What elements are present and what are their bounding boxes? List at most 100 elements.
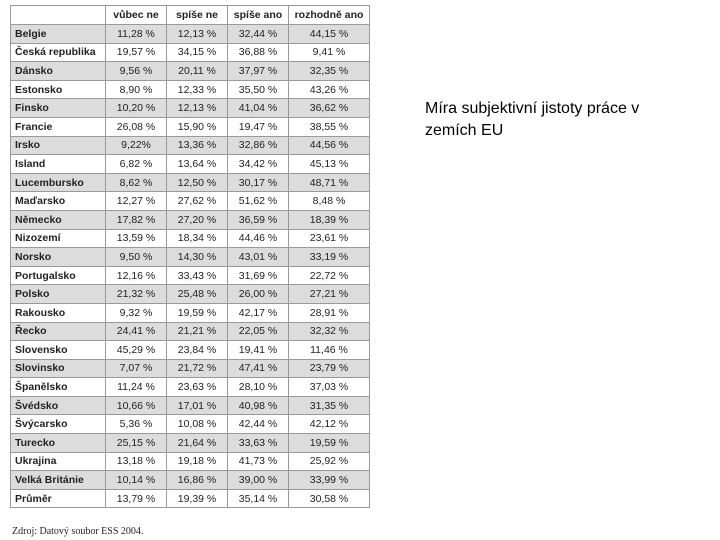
table-row: Slovensko 45,29 % 23,84 % 19,41 % 11,46 % [10,340,370,360]
country-cell: Německo [10,209,106,230]
value-cell: 33,63 % [227,433,289,453]
value-cell: 47,41 % [227,358,289,379]
column-header: vůbec ne [105,5,167,25]
value-cell: 36,88 % [227,42,289,63]
value-cell: 9,41 % [288,42,370,63]
value-cell: 51,62 % [227,191,289,211]
table-row: Německo 17,82 % 27,20 % 36,59 % 18,39 % [10,209,370,230]
country-cell: Česká republika [10,42,106,63]
value-cell: 10,14 % [105,470,167,490]
value-cell: 42,44 % [227,414,289,435]
value-cell: 31,35 % [288,395,370,416]
value-cell: 12,13 % [166,98,228,118]
table-row: Norsko 9,50 % 14,30 % 43,01 % 33,19 % [10,247,370,267]
table-row: Irsko 9,22% 13,36 % 32,86 % 44,56 % [10,135,370,156]
value-cell: 10,20 % [105,98,167,118]
value-cell: 44,15 % [288,24,370,44]
value-cell: 11,28 % [105,24,167,44]
table-row: Rakousko 9,32 % 19,59 % 42,17 % 28,91 % [10,302,370,323]
table-row: Belgie 11,28 % 12,13 % 32,44 % 44,15 % [10,24,370,44]
value-cell: 19,57 % [105,42,167,63]
value-cell: 32,44 % [227,24,289,44]
table-row: Španělsko 11,24 % 23,63 % 28,10 % 37,03 % [10,377,370,397]
value-cell: 33,43 % [166,265,228,286]
value-cell: 30,58 % [288,488,370,509]
value-cell: 21,32 % [105,284,167,304]
table-row: Island 6,82 % 13,64 % 34,42 % 45,13 % [10,154,370,174]
country-cell: Řecko [10,321,106,342]
table-row: Turecko 25,15 % 21,64 % 33,63 % 19,59 % [10,433,370,453]
value-cell: 5,36 % [105,414,167,435]
column-header: spíše ano [227,5,289,25]
table-row: Maďarsko 12,27 % 27,62 % 51,62 % 8,48 % [10,191,370,211]
value-cell: 10,66 % [105,395,167,416]
value-cell: 13,79 % [105,488,167,509]
value-cell: 33,99 % [288,470,370,490]
country-cell: Lucembursko [10,172,106,193]
table-row: Estonsko 8,90 % 12,33 % 35,50 % 43,26 % [10,79,370,100]
value-cell: 28,91 % [288,302,370,323]
value-cell: 19,39 % [166,488,228,509]
value-cell: 37,03 % [288,377,370,397]
value-cell: 43,01 % [227,247,289,267]
value-cell: 23,63 % [166,377,228,397]
value-cell: 9,32 % [105,302,167,323]
country-cell: Švédsko [10,395,106,416]
value-cell: 9,50 % [105,247,167,267]
value-cell: 24,41 % [105,321,167,342]
value-cell: 42,12 % [288,414,370,435]
value-cell: 27,20 % [166,209,228,230]
country-cell: Island [10,154,106,174]
value-cell: 23,79 % [288,358,370,379]
table-row: Ukrajina 13,18 % 19,18 % 41,73 % 25,92 % [10,451,370,472]
value-cell: 20,11 % [166,61,228,81]
table-row: Velká Británie 10,14 % 16,86 % 39,00 % 33,99… [10,470,370,490]
country-cell: Finsko [10,98,106,118]
value-cell: 44,56 % [288,135,370,156]
table-body: Belgie 11,28 % 12,13 % 32,44 % 44,15 % Česká … [10,24,370,509]
value-cell: 13,59 % [105,228,167,249]
value-cell: 9,22% [105,135,167,156]
value-cell: 35,14 % [227,488,289,509]
table-row: Švédsko 10,66 % 17,01 % 40,98 % 31,35 % [10,395,370,416]
value-cell: 40,98 % [227,395,289,416]
value-cell: 8,90 % [105,79,167,100]
country-cell: Velká Británie [10,470,106,490]
value-cell: 19,59 % [166,302,228,323]
country-cell: Irsko [10,135,106,156]
country-cell: Belgie [10,24,106,44]
value-cell: 19,41 % [227,340,289,360]
value-cell: 38,55 % [288,116,370,137]
value-cell: 25,92 % [288,451,370,472]
value-cell: 9,56 % [105,61,167,81]
value-cell: 31,69 % [227,265,289,286]
country-cell: Ukrajina [10,451,106,472]
value-cell: 13,18 % [105,451,167,472]
value-cell: 12,50 % [166,172,228,193]
value-cell: 34,42 % [227,154,289,174]
value-cell: 14,30 % [166,247,228,267]
country-cell: Maďarsko [10,191,106,211]
value-cell: 45,13 % [288,154,370,174]
value-cell: 13,36 % [166,135,228,156]
country-cell: Dánsko [10,61,106,81]
value-cell: 11,24 % [105,377,167,397]
country-cell: Rakousko [10,302,106,323]
value-cell: 12,16 % [105,265,167,286]
value-cell: 7,07 % [105,358,167,379]
header-row: vůbec ne spíše ne spíše ano rozhodně ano [10,5,370,25]
value-cell: 21,64 % [166,433,228,453]
value-cell: 19,47 % [227,116,289,137]
value-cell: 39,00 % [227,470,289,490]
country-cell: Průměr [10,488,106,509]
value-cell: 33,19 % [288,247,370,267]
country-cell: Turecko [10,433,106,453]
value-cell: 34,15 % [166,42,228,63]
country-cell: Portugalsko [10,265,106,286]
value-cell: 23,84 % [166,340,228,360]
country-cell: Slovensko [10,340,106,360]
value-cell: 22,05 % [227,321,289,342]
table-row: Řecko 24,41 % 21,21 % 22,05 % 32,32 % [10,321,370,342]
table-row: Finsko 10,20 % 12,13 % 41,04 % 36,62 % [10,98,370,118]
